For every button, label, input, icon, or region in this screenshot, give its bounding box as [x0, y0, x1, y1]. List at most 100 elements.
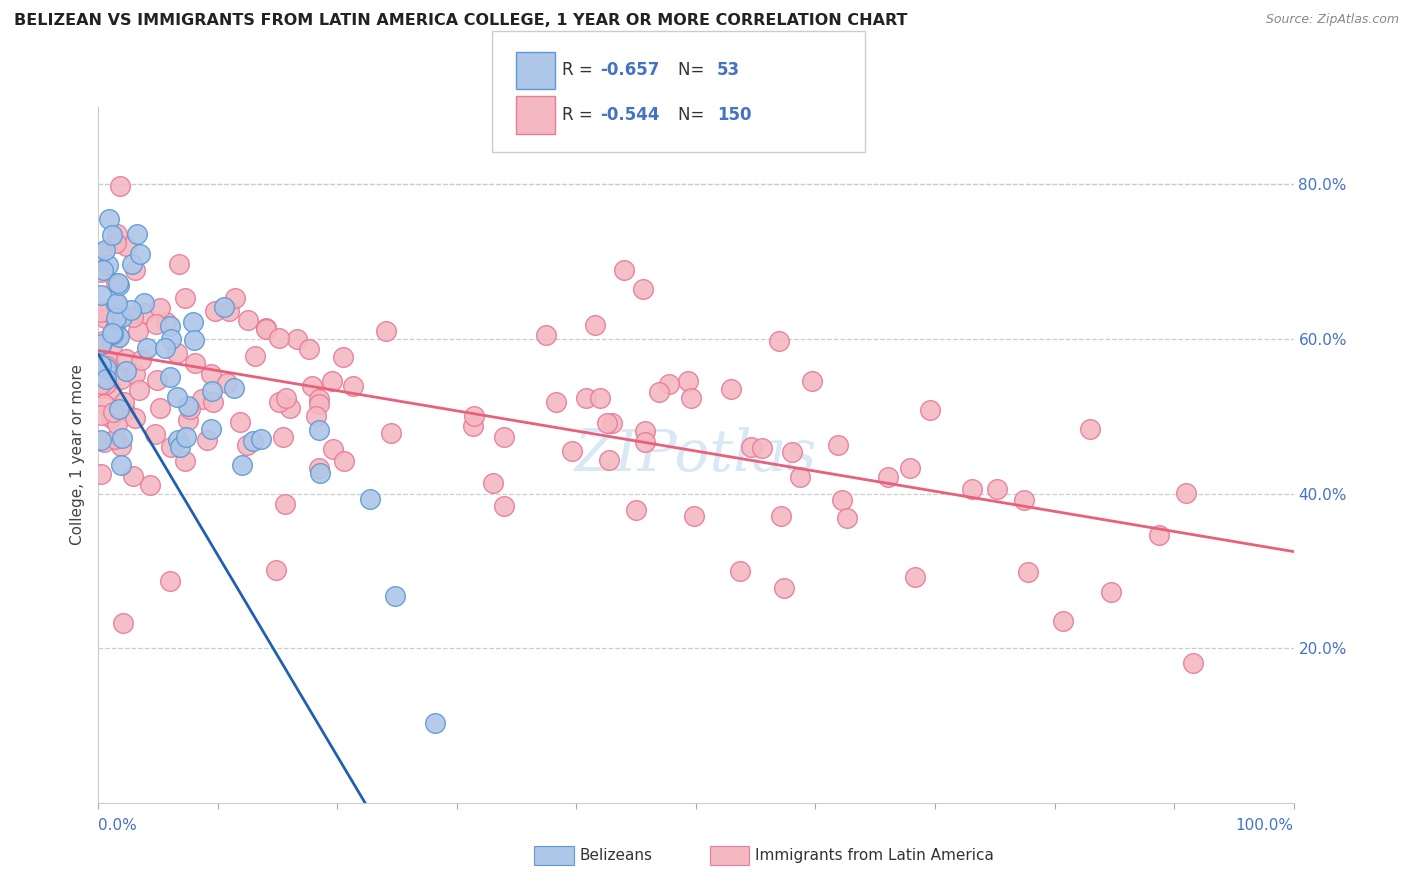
Point — [101, 227, 124, 242]
Point — [463, 409, 485, 423]
Point — [100, 339, 122, 353]
Point — [1182, 656, 1205, 670]
Text: N=: N= — [678, 106, 709, 124]
Point — [90, 336, 112, 351]
Point — [90, 377, 112, 392]
Point — [1099, 585, 1122, 599]
Point — [96, 359, 118, 373]
Point — [110, 439, 132, 453]
Point — [544, 395, 567, 409]
Point — [308, 392, 330, 407]
Point — [105, 296, 128, 310]
Point — [94, 243, 117, 257]
Point — [222, 381, 245, 395]
Point — [613, 262, 636, 277]
Point — [492, 499, 515, 513]
Point — [624, 503, 647, 517]
Point — [98, 368, 121, 382]
Point — [308, 423, 330, 437]
Point — [201, 394, 224, 409]
Point — [174, 454, 197, 468]
Point — [90, 433, 112, 447]
Point — [658, 377, 681, 392]
Point — [831, 493, 853, 508]
Point — [789, 470, 811, 484]
Point — [149, 401, 172, 415]
Text: ZIPotlas: ZIPotlas — [575, 426, 817, 483]
Point — [105, 227, 128, 242]
Point — [321, 374, 343, 388]
Point — [986, 483, 1008, 497]
Point — [167, 434, 190, 448]
Point — [676, 375, 699, 389]
Point — [103, 321, 125, 335]
Point — [254, 322, 277, 336]
Point — [136, 341, 159, 355]
Text: 0.0%: 0.0% — [98, 818, 138, 832]
Point — [238, 312, 260, 326]
Point — [100, 382, 122, 396]
Point — [101, 326, 124, 340]
Point — [124, 368, 146, 382]
Point — [91, 263, 114, 277]
Point — [100, 411, 122, 425]
Point — [308, 461, 330, 475]
Point — [104, 433, 127, 447]
Point — [177, 413, 200, 427]
Point — [494, 430, 516, 444]
Point — [200, 367, 222, 381]
Point — [600, 416, 623, 430]
Point — [120, 303, 142, 318]
Point — [94, 364, 117, 378]
Point — [583, 318, 606, 333]
Point — [231, 458, 253, 473]
Point — [146, 373, 169, 387]
Point — [634, 424, 657, 438]
Point — [114, 404, 136, 418]
Point — [111, 431, 134, 445]
Point — [101, 327, 124, 342]
Point — [1017, 565, 1039, 579]
Point — [648, 385, 671, 400]
Point — [132, 295, 155, 310]
Point — [332, 350, 354, 364]
Point — [780, 445, 803, 459]
Point — [90, 245, 112, 260]
Point — [108, 401, 131, 416]
Point — [224, 291, 246, 305]
Point — [920, 402, 942, 417]
Point — [115, 352, 138, 367]
Text: R =: R = — [562, 62, 599, 79]
Point — [169, 257, 191, 271]
Point — [827, 438, 849, 452]
Point — [169, 440, 191, 454]
Point — [121, 468, 143, 483]
Point — [301, 379, 323, 393]
Point — [96, 372, 118, 386]
Point — [195, 433, 218, 447]
Point — [960, 483, 983, 497]
Point — [768, 334, 790, 348]
Point — [218, 304, 240, 318]
Point — [97, 353, 120, 368]
Point — [90, 287, 112, 301]
Point — [461, 419, 484, 434]
Point — [728, 564, 751, 578]
Point — [904, 569, 927, 583]
Point — [93, 397, 115, 411]
Point — [149, 301, 172, 316]
Point — [201, 384, 224, 398]
Point — [155, 315, 177, 329]
Point — [91, 334, 114, 349]
Point — [97, 211, 120, 226]
Point — [104, 297, 127, 311]
Point — [105, 276, 128, 290]
Point — [254, 321, 277, 335]
Point — [183, 334, 205, 348]
Point — [132, 306, 155, 320]
Point — [90, 408, 112, 422]
Point — [204, 304, 226, 318]
Point — [217, 376, 239, 390]
Point — [97, 258, 120, 272]
Point — [598, 452, 620, 467]
